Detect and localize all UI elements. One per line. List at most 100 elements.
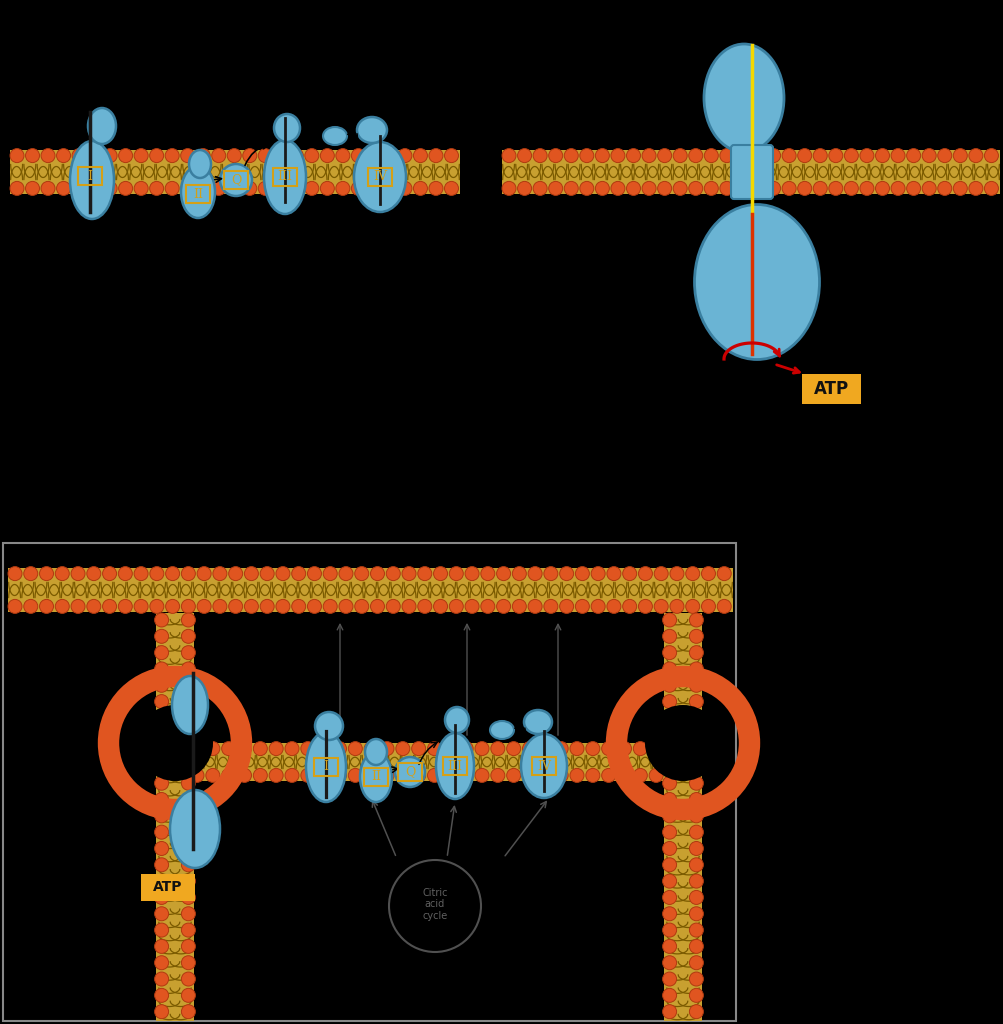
Circle shape	[564, 148, 578, 163]
Circle shape	[332, 741, 346, 756]
Circle shape	[182, 955, 196, 970]
Text: I: I	[323, 761, 328, 773]
Circle shape	[875, 148, 889, 163]
Circle shape	[701, 599, 715, 613]
Circle shape	[348, 768, 362, 782]
Circle shape	[364, 768, 378, 782]
Circle shape	[154, 874, 169, 888]
Circle shape	[382, 181, 396, 196]
Circle shape	[688, 148, 702, 163]
Circle shape	[490, 741, 505, 756]
Circle shape	[662, 874, 676, 888]
Circle shape	[669, 566, 683, 581]
Ellipse shape	[323, 127, 347, 145]
Circle shape	[292, 566, 305, 581]
Circle shape	[662, 842, 676, 855]
Circle shape	[984, 148, 997, 163]
Circle shape	[154, 907, 169, 921]
Circle shape	[662, 972, 676, 986]
Circle shape	[688, 181, 702, 196]
Text: IV: IV	[537, 760, 551, 772]
Circle shape	[626, 148, 640, 163]
Circle shape	[103, 181, 117, 196]
Circle shape	[662, 760, 676, 774]
Circle shape	[134, 566, 147, 581]
Circle shape	[595, 148, 609, 163]
Circle shape	[417, 566, 431, 581]
Circle shape	[906, 181, 920, 196]
Circle shape	[41, 181, 55, 196]
Text: II: II	[371, 770, 380, 783]
Circle shape	[182, 825, 196, 839]
Circle shape	[285, 741, 299, 756]
Text: III: III	[277, 171, 292, 183]
Circle shape	[182, 939, 196, 953]
Circle shape	[336, 148, 349, 163]
Circle shape	[622, 566, 636, 581]
Ellipse shape	[70, 141, 114, 219]
Circle shape	[518, 148, 531, 163]
Circle shape	[570, 768, 584, 782]
Circle shape	[554, 768, 568, 782]
Circle shape	[397, 148, 411, 163]
Ellipse shape	[360, 752, 391, 802]
Circle shape	[689, 678, 703, 692]
Circle shape	[182, 599, 196, 613]
Bar	[190, 743, 664, 781]
Circle shape	[673, 181, 686, 196]
Circle shape	[154, 694, 169, 709]
Circle shape	[136, 705, 213, 781]
Circle shape	[258, 148, 272, 163]
Circle shape	[163, 710, 175, 721]
Circle shape	[212, 148, 226, 163]
Circle shape	[332, 768, 346, 782]
Circle shape	[386, 566, 400, 581]
Circle shape	[253, 741, 267, 756]
Ellipse shape	[435, 733, 473, 799]
Circle shape	[260, 599, 274, 613]
Circle shape	[662, 743, 676, 758]
Circle shape	[181, 181, 195, 196]
Circle shape	[649, 741, 663, 756]
Bar	[155, 613, 194, 1021]
Circle shape	[719, 148, 733, 163]
Circle shape	[72, 148, 86, 163]
Circle shape	[411, 768, 425, 782]
Circle shape	[197, 599, 211, 613]
Circle shape	[154, 727, 169, 741]
Text: ATP: ATP	[153, 880, 183, 894]
Circle shape	[953, 181, 966, 196]
Circle shape	[154, 1005, 169, 1019]
Ellipse shape	[172, 676, 208, 734]
Circle shape	[103, 148, 117, 163]
Circle shape	[953, 148, 966, 163]
Circle shape	[689, 809, 703, 823]
Circle shape	[689, 858, 703, 871]
Circle shape	[71, 566, 85, 581]
Circle shape	[750, 148, 764, 163]
Circle shape	[182, 809, 196, 823]
Circle shape	[662, 988, 676, 1002]
Circle shape	[528, 566, 542, 581]
Circle shape	[197, 566, 211, 581]
Ellipse shape	[189, 150, 211, 178]
Circle shape	[220, 164, 252, 196]
Circle shape	[812, 148, 826, 163]
Circle shape	[662, 776, 676, 791]
FancyBboxPatch shape	[801, 374, 861, 404]
Circle shape	[154, 711, 169, 725]
Circle shape	[689, 694, 703, 709]
Circle shape	[154, 955, 169, 970]
Circle shape	[496, 599, 511, 613]
Circle shape	[140, 740, 152, 752]
Circle shape	[102, 599, 116, 613]
Ellipse shape	[181, 166, 215, 218]
Circle shape	[575, 599, 589, 613]
Circle shape	[538, 768, 552, 782]
Circle shape	[689, 891, 703, 904]
Circle shape	[554, 741, 568, 756]
Circle shape	[704, 148, 717, 163]
Circle shape	[662, 939, 676, 953]
Circle shape	[689, 825, 703, 839]
Circle shape	[348, 741, 362, 756]
